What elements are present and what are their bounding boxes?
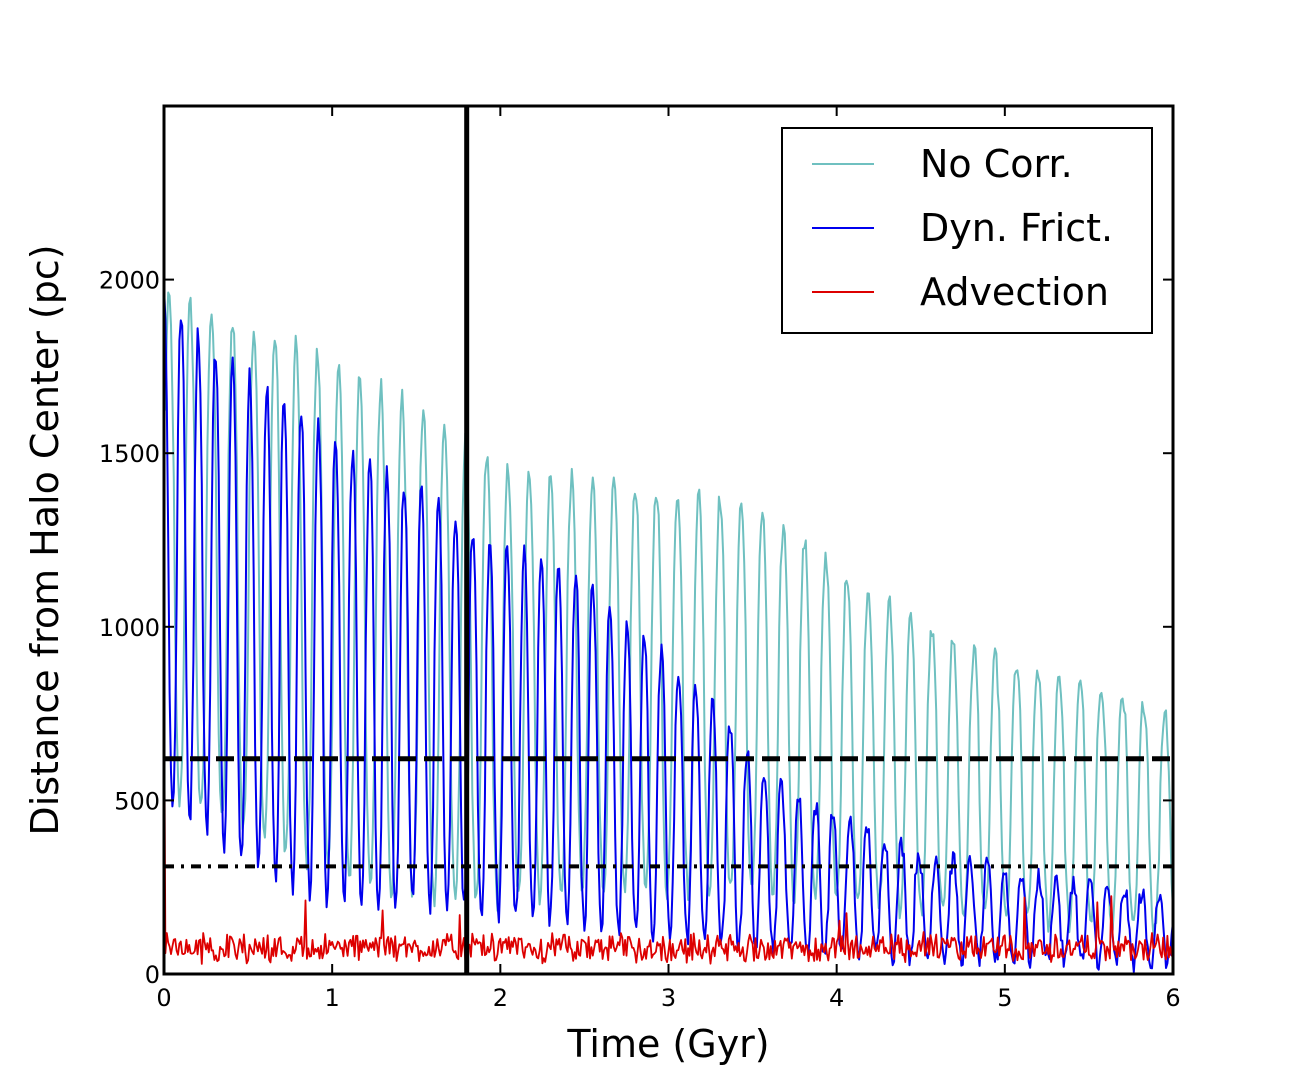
y-tick-label: 500 [114, 787, 160, 815]
series-layer [164, 286, 1173, 973]
reference-lines [164, 106, 1173, 974]
legend-label: Advection [920, 270, 1109, 314]
x-tick-label: 5 [997, 984, 1012, 1012]
ticks: 0 1 2 3 4 5 6 0 500 1000 1500 2000 [99, 106, 1181, 1012]
y-tick-label: 0 [145, 961, 160, 989]
series-line-1 [164, 286, 1173, 937]
x-axis-label: Time (Gyr) [566, 1022, 769, 1066]
y-tick-label: 1500 [99, 440, 160, 468]
y-tick-label: 1000 [99, 614, 160, 642]
legend-box [781, 127, 1153, 334]
y-axis-label: Distance from Halo Center (pc) [23, 244, 67, 835]
legend-label: No Corr. [920, 142, 1073, 186]
x-tick-label: 2 [493, 984, 508, 1012]
legend: No Corr. Dyn. Frict. Advection [781, 127, 1153, 334]
x-tick-label: 0 [156, 984, 171, 1012]
legend-label: Dyn. Frict. [920, 206, 1113, 250]
y-tick-label: 2000 [99, 267, 160, 295]
x-tick-label: 3 [661, 984, 676, 1012]
series-line-2 [164, 286, 1173, 973]
series-line-3 [164, 661, 1173, 965]
x-tick-label: 6 [1165, 984, 1180, 1012]
x-tick-label: 1 [325, 984, 340, 1012]
x-tick-label: 4 [829, 984, 844, 1012]
